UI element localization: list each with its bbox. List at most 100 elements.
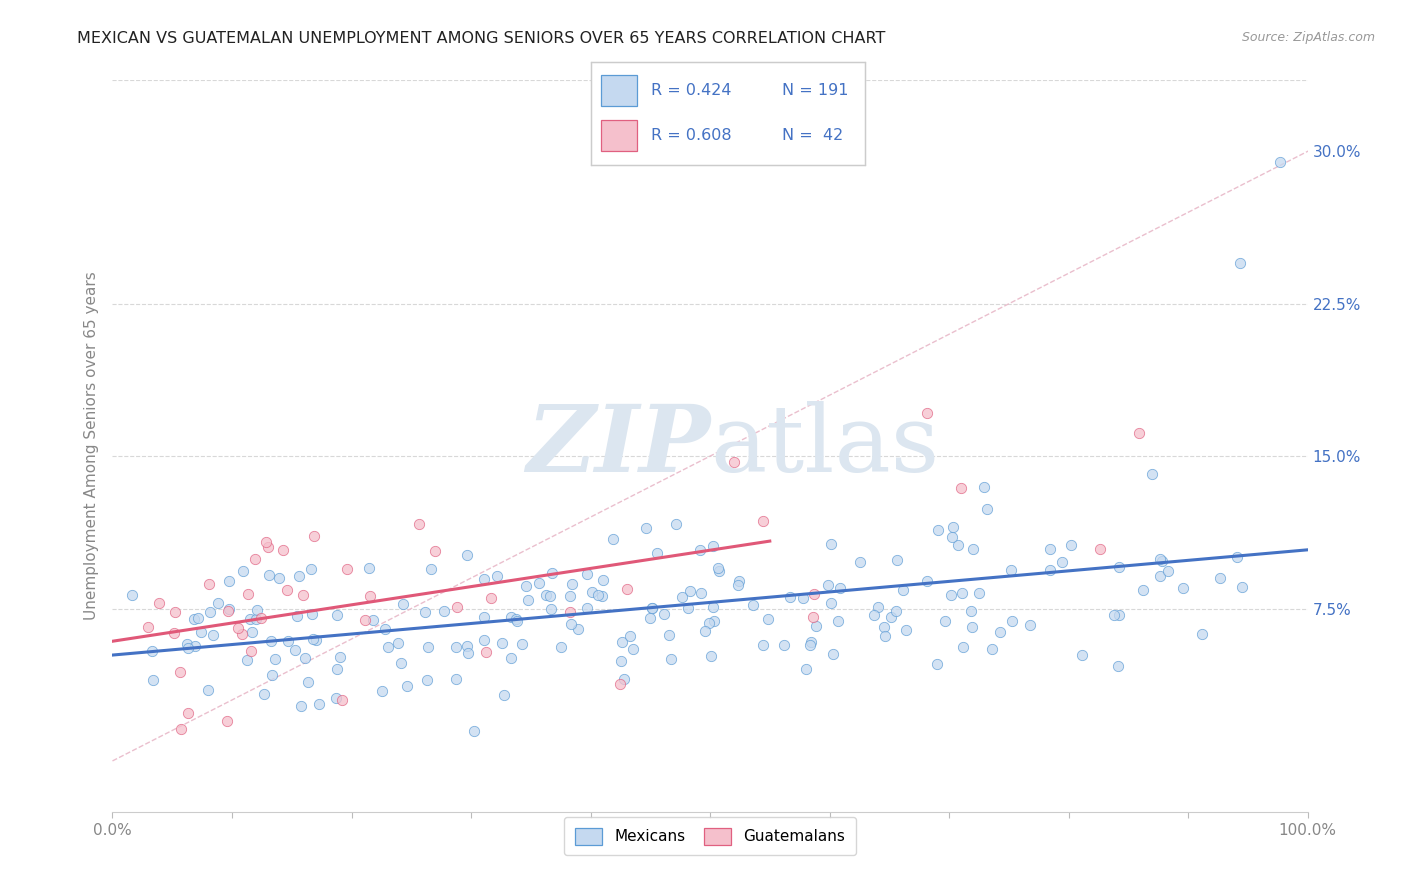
Point [792, 591, 814, 606]
Point [915, 574, 938, 588]
Point [415, 605, 437, 619]
Point [302, 632, 325, 647]
Point [499, 610, 522, 624]
Point [243, 552, 266, 566]
Point [506, 614, 529, 628]
Point [472, 572, 495, 586]
Legend: Mexicans, Guatemalans: Mexicans, Guatemalans [564, 817, 856, 855]
Point [463, 723, 485, 738]
Point [392, 597, 415, 611]
Point [1230, 580, 1253, 594]
Point [820, 537, 842, 551]
Point [884, 604, 907, 618]
Point [540, 589, 562, 603]
Point [1229, 256, 1251, 270]
Point [592, 573, 614, 587]
Point [228, 621, 250, 635]
Point [527, 576, 550, 591]
Point [1128, 425, 1150, 440]
Point [981, 642, 1004, 657]
Point [184, 640, 207, 654]
Point [288, 569, 311, 583]
Point [939, 588, 962, 602]
Point [494, 688, 516, 702]
Point [395, 679, 418, 693]
Point [586, 588, 609, 602]
Point [638, 610, 661, 624]
Point [700, 649, 723, 664]
Point [658, 628, 681, 642]
Point [804, 619, 827, 633]
Point [271, 543, 294, 558]
Point [800, 635, 823, 649]
Point [1209, 571, 1232, 585]
Point [915, 406, 938, 420]
Point [308, 698, 330, 712]
Text: atlas: atlas [710, 401, 939, 491]
Point [591, 589, 613, 603]
Point [257, 567, 280, 582]
Point [576, 566, 599, 581]
Point [472, 610, 495, 624]
Point [1140, 467, 1163, 482]
Point [240, 624, 263, 639]
Point [619, 629, 641, 643]
Point [246, 603, 269, 617]
Point [567, 622, 589, 636]
Point [942, 519, 965, 533]
Point [817, 577, 839, 591]
Point [896, 623, 918, 637]
Point [257, 541, 280, 555]
Point [886, 553, 908, 567]
Point [236, 587, 259, 601]
Text: N =  42: N = 42 [782, 128, 844, 143]
Point [647, 546, 669, 560]
Point [446, 599, 468, 614]
Point [742, 599, 765, 613]
Point [1171, 581, 1194, 595]
Point [169, 665, 191, 680]
Point [1268, 154, 1291, 169]
Point [359, 589, 381, 603]
Point [505, 612, 527, 626]
Point [1132, 583, 1154, 598]
FancyBboxPatch shape [602, 120, 637, 151]
Point [301, 607, 323, 622]
Point [491, 636, 513, 650]
Point [177, 640, 200, 655]
Point [218, 574, 240, 588]
Point [1088, 541, 1111, 556]
Point [690, 586, 713, 600]
Point [1108, 560, 1130, 574]
Point [485, 569, 508, 583]
Point [419, 562, 441, 576]
Point [187, 611, 209, 625]
Point [702, 599, 724, 614]
Point [260, 633, 283, 648]
Point [359, 561, 381, 575]
Point [374, 622, 396, 636]
Point [678, 584, 700, 599]
Point [561, 577, 583, 591]
Point [254, 535, 277, 549]
Point [377, 640, 399, 655]
Point [235, 653, 257, 667]
Point [456, 639, 478, 653]
Text: R = 0.608: R = 0.608 [651, 128, 731, 143]
Point [433, 603, 456, 617]
Point [284, 642, 307, 657]
Point [472, 633, 495, 648]
Point [474, 645, 496, 659]
Point [671, 590, 693, 604]
Point [1149, 568, 1171, 582]
Point [634, 521, 657, 535]
Point [217, 604, 239, 618]
Text: Source: ZipAtlas.com: Source: ZipAtlas.com [1241, 31, 1375, 45]
Point [952, 640, 974, 654]
Point [613, 672, 636, 686]
Point [163, 626, 186, 640]
Point [1060, 538, 1083, 552]
Point [197, 576, 219, 591]
Point [326, 607, 349, 622]
Point [292, 588, 315, 602]
